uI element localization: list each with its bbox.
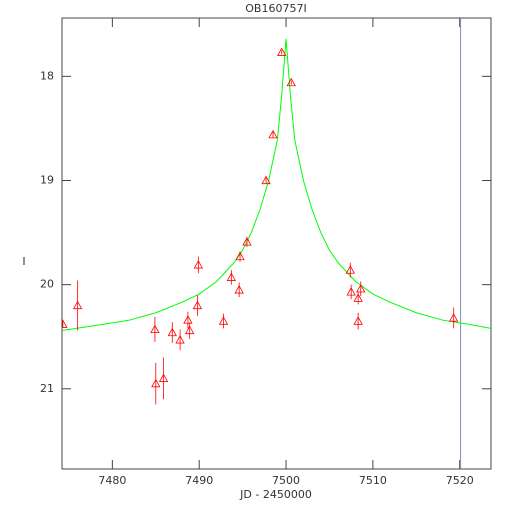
chart-title: OB160757I bbox=[245, 2, 306, 15]
x-tick-label: 7490 bbox=[185, 474, 213, 487]
data-point bbox=[192, 300, 203, 310]
data-point bbox=[167, 327, 177, 337]
data-point bbox=[356, 283, 366, 293]
data-point bbox=[193, 260, 204, 269]
data-point bbox=[242, 237, 252, 246]
y-tick-label: 20 bbox=[40, 278, 54, 291]
x-axis-label: JD - 2450000 bbox=[239, 488, 312, 501]
x-tick-label: 7520 bbox=[446, 474, 474, 487]
data-point bbox=[158, 373, 169, 382]
data-point bbox=[277, 47, 287, 56]
data-point bbox=[175, 335, 185, 344]
y-tick-label: 18 bbox=[40, 69, 54, 82]
data-point bbox=[235, 251, 245, 261]
data-point bbox=[62, 319, 68, 328]
data-point bbox=[268, 129, 278, 139]
data-point bbox=[72, 300, 83, 310]
x-tick-label: 7500 bbox=[272, 474, 300, 487]
y-axis-label: I bbox=[22, 255, 25, 268]
plot-area bbox=[62, 18, 491, 469]
x-tick-label: 7480 bbox=[98, 474, 126, 487]
data-point bbox=[226, 272, 237, 281]
y-tick-label: 21 bbox=[40, 382, 54, 395]
data-point bbox=[261, 175, 271, 185]
data-point bbox=[448, 313, 459, 322]
data-point bbox=[346, 287, 356, 296]
data-point bbox=[151, 378, 161, 388]
data-point bbox=[353, 293, 363, 302]
data-point bbox=[353, 316, 363, 325]
data-point bbox=[184, 325, 195, 335]
y-tick-label: 19 bbox=[40, 173, 54, 186]
data-point bbox=[218, 316, 229, 325]
model-curve bbox=[62, 38, 491, 331]
data-point bbox=[150, 324, 160, 334]
plot-frame bbox=[61, 17, 492, 470]
data-point bbox=[286, 77, 296, 87]
x-tick-label: 7510 bbox=[359, 474, 387, 487]
data-point bbox=[234, 285, 244, 294]
data-point bbox=[183, 315, 193, 324]
data-point bbox=[345, 265, 355, 274]
